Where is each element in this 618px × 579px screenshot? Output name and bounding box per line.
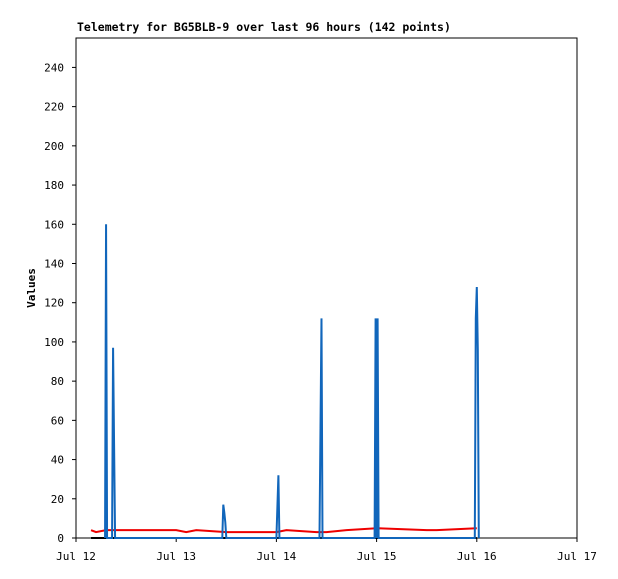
- x-tick-label: Jul 14: [257, 550, 297, 563]
- y-axis-label: Values: [25, 268, 38, 308]
- x-tick-label: Jul 15: [357, 550, 397, 563]
- y-tick-label: 160: [44, 218, 64, 231]
- y-tick-label: 140: [44, 257, 64, 270]
- x-tick-label: Jul 13: [156, 550, 196, 563]
- x-tick-label: Jul 17: [557, 550, 597, 563]
- x-tick-label: Jul 12: [56, 550, 96, 563]
- x-tick-label: Jul 16: [457, 550, 497, 563]
- y-tick-label: 120: [44, 297, 64, 310]
- y-tick-label: 20: [51, 493, 64, 506]
- plot-frame: [75, 37, 578, 539]
- y-tick-label: 100: [44, 336, 64, 349]
- series-line: [90, 527, 477, 534]
- y-tick-label: 60: [51, 414, 64, 427]
- y-tick-label: 240: [44, 61, 64, 74]
- y-tick-label: 200: [44, 140, 64, 153]
- y-tick-label: 40: [51, 454, 64, 467]
- y-tick-label: 180: [44, 179, 64, 192]
- y-tick-label: 0: [57, 532, 64, 545]
- chart-title: Telemetry for BG5BLB-9 over last 96 hour…: [77, 20, 451, 34]
- series-line: [104, 224, 480, 539]
- y-tick-label: 80: [51, 375, 64, 388]
- y-tick-label: 220: [44, 101, 64, 114]
